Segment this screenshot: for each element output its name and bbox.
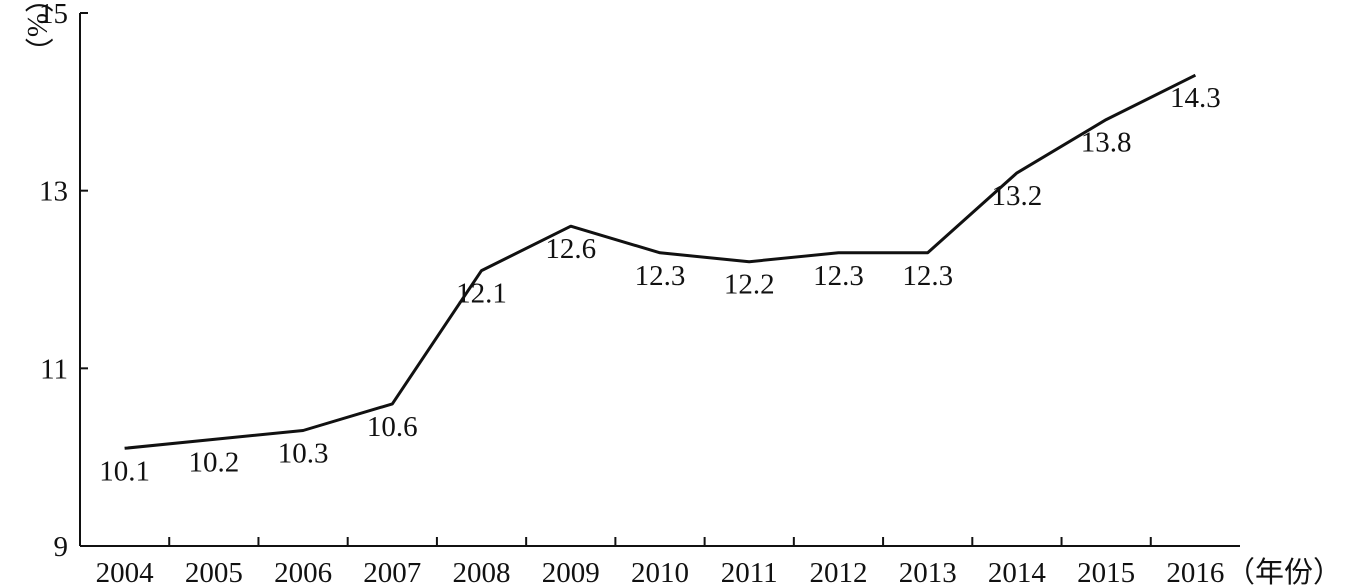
x-tick-label: 2006 <box>274 557 332 586</box>
data-label: 10.2 <box>188 446 239 478</box>
x-tick-label: 2010 <box>631 557 689 586</box>
x-tick-label: 2015 <box>1077 557 1135 586</box>
data-label: 10.1 <box>99 455 150 487</box>
x-tick-label: 2011 <box>721 557 778 586</box>
y-tick-label: 9 <box>54 531 69 563</box>
data-label: 12.2 <box>724 269 775 301</box>
y-tick-label: 11 <box>40 353 68 385</box>
data-label: 12.3 <box>813 260 864 292</box>
data-label: 10.3 <box>278 438 329 470</box>
data-label: 10.6 <box>367 411 418 443</box>
x-tick-label: 2014 <box>988 557 1047 586</box>
data-label: 13.8 <box>1081 127 1132 159</box>
data-label: 12.3 <box>635 260 686 292</box>
series-line <box>124 73 1197 450</box>
data-label: 14.3 <box>1170 82 1221 114</box>
y-tick-label: 13 <box>39 176 68 208</box>
x-tick-label: 2009 <box>542 557 600 586</box>
data-label: 12.3 <box>902 260 953 292</box>
data-label: 12.6 <box>545 233 596 265</box>
data-label: 13.2 <box>992 180 1043 212</box>
x-tick-label: 2007 <box>363 557 421 586</box>
x-axis-unit-label: （年份） <box>1226 556 1342 586</box>
y-tick-label: 15 <box>39 0 68 30</box>
x-tick-label: 2016 <box>1166 557 1224 586</box>
x-tick-label: 2008 <box>453 557 511 586</box>
x-tick-label: 2005 <box>185 557 243 586</box>
x-tick-label: 2004 <box>96 557 155 586</box>
data-label: 12.1 <box>456 278 507 310</box>
y-axis-unit-label: （%） <box>21 0 53 66</box>
x-tick-label: 2013 <box>899 557 957 586</box>
x-tick-label: 2012 <box>809 557 867 586</box>
